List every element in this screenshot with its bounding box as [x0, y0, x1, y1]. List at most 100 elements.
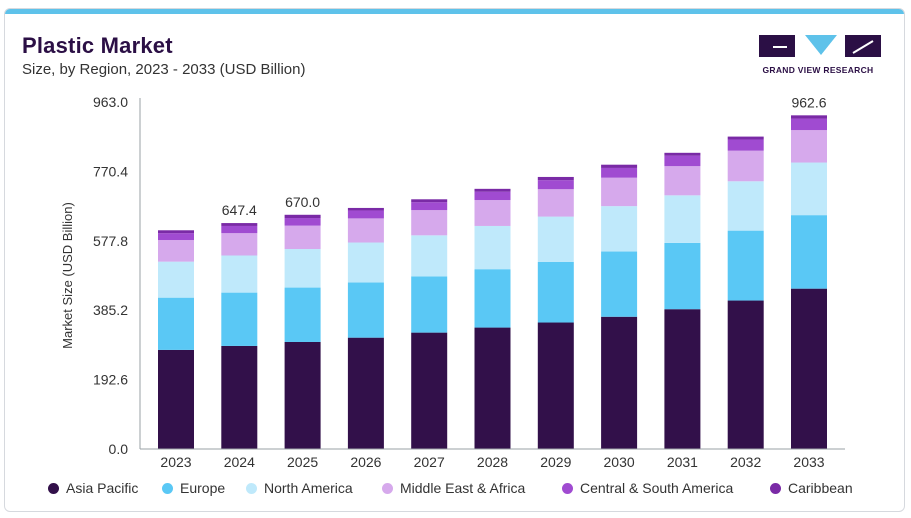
bar-segment — [664, 195, 701, 243]
bar-segment — [791, 118, 827, 131]
bar-segment — [474, 200, 511, 226]
bars-group — [158, 115, 827, 449]
data-labels-group: 647.4 670.0 962.6 — [222, 94, 827, 218]
bar-segment — [411, 276, 448, 333]
y-tick-label: 0.0 — [109, 441, 129, 457]
grand-view-research-logo: GRAND VIEW RESEARCH — [753, 33, 883, 79]
bar-segment — [411, 202, 448, 211]
bar-segment — [158, 240, 194, 262]
bar-segment — [411, 235, 448, 277]
bar-segment — [158, 297, 194, 350]
bar-segment — [727, 139, 764, 151]
bar-segment — [664, 309, 701, 449]
bar-segment — [791, 288, 827, 449]
legend-swatch — [770, 482, 781, 494]
x-tick-label: 2026 — [350, 454, 381, 470]
x-tick-label: 2031 — [667, 454, 698, 470]
bar-segment — [727, 230, 764, 301]
x-axis: 2023 2024 2025 2026 2027 2028 2029 2030 2031 2032… — [140, 448, 845, 470]
bar-segment — [474, 269, 511, 328]
bar-segment — [284, 287, 321, 342]
bar-segment — [601, 164, 638, 168]
bar-segment — [347, 337, 384, 449]
bar-segment — [221, 345, 258, 449]
bar-segment — [601, 316, 638, 449]
bar-segment — [664, 152, 701, 156]
bar-segment — [601, 251, 638, 317]
legend-item: Europe — [162, 480, 225, 496]
x-tick-label: 2033 — [793, 454, 824, 470]
bar-segment — [727, 300, 764, 449]
logo-text: GRAND VIEW RESEARCH — [762, 65, 874, 75]
legend-item: Central & South America — [562, 480, 733, 496]
bar-segment — [664, 242, 701, 310]
legend-label: North America — [264, 480, 353, 496]
bar-segment — [284, 249, 321, 288]
chart-subtitle: Size, by Region, 2023 - 2033 (USD Billio… — [22, 61, 306, 78]
bar-segment — [664, 166, 701, 196]
bar-segment — [158, 233, 194, 241]
logo-mark-icon — [759, 35, 881, 57]
legend-label: Central & South America — [580, 480, 734, 496]
bar-segment — [537, 176, 574, 181]
y-tick-label: 385.2 — [93, 302, 128, 318]
bar-segment — [727, 150, 764, 182]
top-accent-bar — [5, 9, 904, 14]
y-axis-label: Market Size (USD Billion) — [60, 202, 75, 349]
bar-segment — [474, 327, 511, 449]
bar-segment — [411, 199, 448, 203]
bar-segment — [284, 341, 321, 449]
x-tick-label: 2025 — [287, 454, 318, 470]
legend-swatch — [48, 482, 59, 494]
bar-segment — [601, 167, 638, 178]
x-tick-label: 2027 — [414, 454, 445, 470]
x-tick-label: 2024 — [224, 454, 255, 470]
bar-segment — [221, 233, 258, 256]
bar-segment — [221, 292, 258, 346]
bar-segment — [727, 136, 764, 140]
x-tick-label: 2030 — [604, 454, 635, 470]
legend-item: Caribbean — [770, 480, 853, 496]
legend-label: Middle East & Africa — [400, 480, 526, 496]
chart-title: Plastic Market — [22, 33, 173, 58]
legend-swatch — [162, 482, 173, 494]
legend-label: Asia Pacific — [66, 480, 139, 496]
bar-segment — [221, 223, 258, 226]
bar-segment — [347, 218, 384, 243]
bar-segment — [284, 214, 321, 219]
bar-segment — [664, 155, 701, 167]
bar-segment — [537, 322, 574, 449]
data-label: 962.6 — [791, 94, 826, 110]
bar-segment — [284, 225, 321, 250]
x-tick-label: 2029 — [540, 454, 571, 470]
bar-segment — [347, 242, 384, 283]
bar-segment — [347, 207, 384, 211]
bar-segment — [791, 130, 827, 163]
legend-swatch — [246, 482, 257, 494]
bar-segment — [537, 216, 574, 262]
legend-swatch — [562, 482, 573, 494]
legend-label: Europe — [180, 480, 226, 496]
bar-segment — [411, 210, 448, 236]
bar-segment — [411, 332, 448, 449]
x-tick-label: 2032 — [730, 454, 761, 470]
bar-segment — [601, 177, 638, 207]
y-tick-label: 577.8 — [93, 233, 128, 249]
bar-segment — [791, 215, 827, 289]
bar-segment — [347, 210, 384, 219]
legend-item: North America — [246, 480, 353, 496]
bar-segment — [158, 349, 194, 449]
legend-label: Caribbean — [788, 480, 853, 496]
bar-segment — [158, 261, 194, 298]
y-tick-label: 770.4 — [93, 163, 128, 179]
bar-segment — [284, 218, 321, 226]
legend-item: Middle East & Africa — [382, 480, 525, 496]
bar-segment — [347, 282, 384, 338]
bar-segment — [158, 230, 194, 234]
legend-item: Asia Pacific — [48, 480, 138, 496]
x-tick-label: 2028 — [477, 454, 508, 470]
bar-segment — [221, 225, 258, 234]
legend-swatch — [382, 482, 393, 494]
bar-segment — [474, 225, 511, 270]
